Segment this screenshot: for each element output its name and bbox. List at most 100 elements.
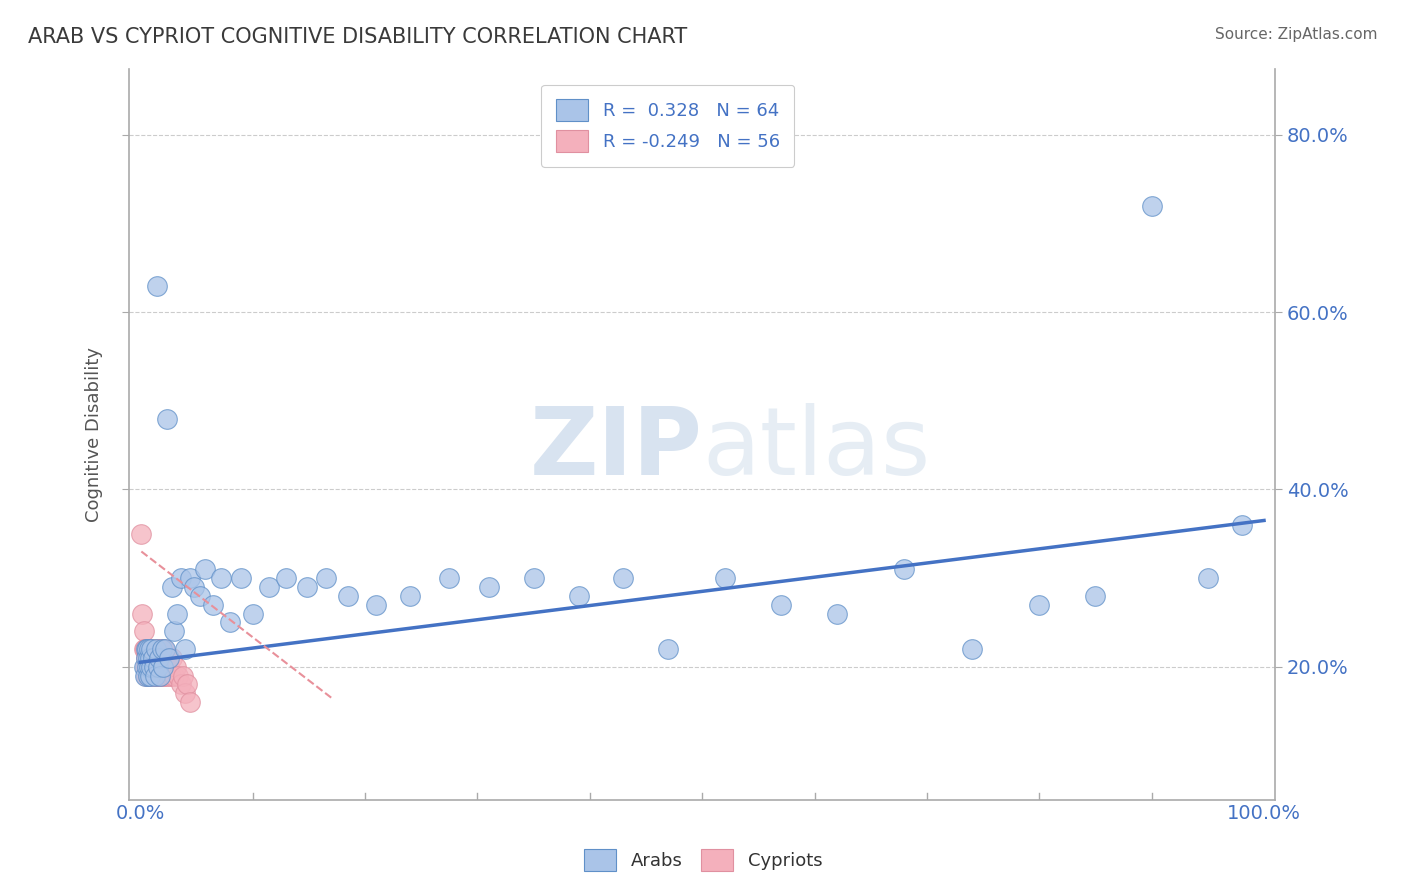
Point xyxy=(242,607,264,621)
Point xyxy=(194,562,217,576)
Point xyxy=(135,650,157,665)
Point xyxy=(1197,571,1219,585)
Point xyxy=(142,668,165,682)
Point xyxy=(132,642,155,657)
Point xyxy=(174,642,197,657)
Point xyxy=(131,607,153,621)
Point xyxy=(141,659,163,673)
Point xyxy=(1084,589,1107,603)
Point xyxy=(131,526,153,541)
Point xyxy=(148,650,170,665)
Text: ARAB VS CYPRIOT COGNITIVE DISABILITY CORRELATION CHART: ARAB VS CYPRIOT COGNITIVE DISABILITY COR… xyxy=(28,27,688,46)
Point xyxy=(146,278,169,293)
Point xyxy=(156,411,179,425)
Point xyxy=(152,668,174,682)
Point xyxy=(139,650,162,665)
Point xyxy=(155,650,177,665)
Point xyxy=(138,642,160,657)
Point xyxy=(145,642,167,657)
Point xyxy=(148,642,170,657)
Point xyxy=(138,659,160,673)
Point xyxy=(209,571,232,585)
Point xyxy=(149,659,172,673)
Point xyxy=(170,571,193,585)
Point xyxy=(135,668,157,682)
Point xyxy=(134,668,156,682)
Point xyxy=(769,598,792,612)
Point xyxy=(136,650,159,665)
Point xyxy=(150,642,173,657)
Point xyxy=(134,659,156,673)
Text: atlas: atlas xyxy=(702,402,931,495)
Point xyxy=(141,642,163,657)
Point xyxy=(1028,598,1050,612)
Point xyxy=(153,650,176,665)
Point xyxy=(893,562,915,576)
Point xyxy=(179,695,201,709)
Legend: Arabs, Cypriots: Arabs, Cypriots xyxy=(576,842,830,879)
Point xyxy=(143,668,166,682)
Point xyxy=(1140,199,1163,213)
Point xyxy=(160,650,183,665)
Point xyxy=(259,580,281,594)
Point xyxy=(153,642,176,657)
Point xyxy=(132,659,155,673)
Point xyxy=(139,668,162,682)
Point xyxy=(143,668,166,682)
Point xyxy=(150,668,173,682)
Point xyxy=(567,589,589,603)
Point xyxy=(142,642,165,657)
Point xyxy=(163,668,186,682)
Point xyxy=(295,580,318,594)
Point xyxy=(157,668,180,682)
Point xyxy=(159,668,181,682)
Point xyxy=(315,571,337,585)
Point xyxy=(825,607,848,621)
Legend: R =  0.328   N = 64, R = -0.249   N = 56: R = 0.328 N = 64, R = -0.249 N = 56 xyxy=(541,85,794,167)
Point xyxy=(202,598,225,612)
Y-axis label: Cognitive Disability: Cognitive Disability xyxy=(86,347,103,522)
Point xyxy=(219,615,242,630)
Point xyxy=(136,668,159,682)
Point xyxy=(960,642,983,657)
Point xyxy=(145,642,167,657)
Point xyxy=(142,650,165,665)
Point xyxy=(276,571,298,585)
Point xyxy=(136,642,159,657)
Point xyxy=(167,668,190,682)
Point xyxy=(139,668,162,682)
Point xyxy=(136,668,159,682)
Point xyxy=(399,589,422,603)
Point xyxy=(612,571,634,585)
Point xyxy=(149,668,172,682)
Point xyxy=(148,659,170,673)
Point xyxy=(138,642,160,657)
Point xyxy=(170,677,193,691)
Point xyxy=(136,642,159,657)
Point xyxy=(153,642,176,657)
Text: Source: ZipAtlas.com: Source: ZipAtlas.com xyxy=(1215,27,1378,42)
Point xyxy=(176,677,198,691)
Point xyxy=(136,659,159,673)
Point xyxy=(439,571,461,585)
Point xyxy=(160,580,183,594)
Point xyxy=(152,659,174,673)
Point xyxy=(143,650,166,665)
Point xyxy=(152,650,174,665)
Point xyxy=(135,650,157,665)
Point xyxy=(153,668,176,682)
Point xyxy=(522,571,544,585)
Point xyxy=(150,650,173,665)
Point xyxy=(134,642,156,657)
Point xyxy=(148,650,170,665)
Point xyxy=(148,668,170,682)
Point xyxy=(149,642,172,657)
Point xyxy=(153,659,176,673)
Point xyxy=(139,650,162,665)
Point xyxy=(159,659,181,673)
Point xyxy=(136,650,159,665)
Point xyxy=(146,668,169,682)
Point xyxy=(337,589,360,603)
Point xyxy=(172,668,194,682)
Point xyxy=(141,659,163,673)
